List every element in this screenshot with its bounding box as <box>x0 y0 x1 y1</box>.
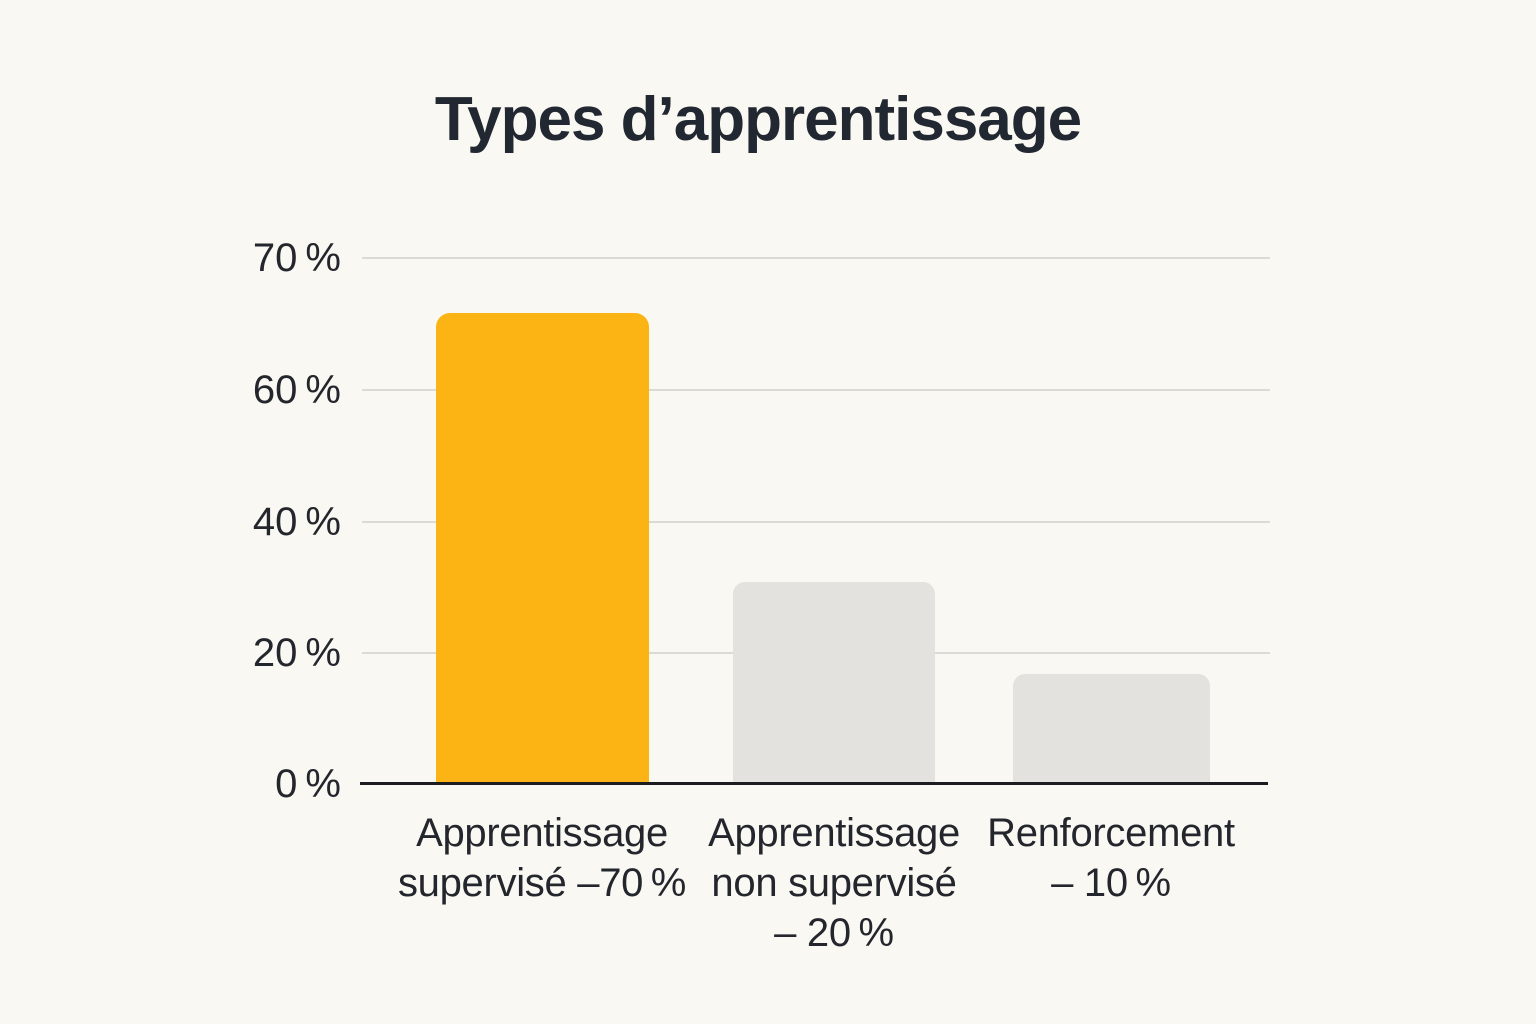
x-label-line: – 20 % <box>774 911 894 955</box>
bar-renforcement <box>1013 674 1210 784</box>
x-label-line: Apprentissage <box>416 811 668 855</box>
x-label-line: non supervisé <box>711 861 957 905</box>
y-tick-label-20: 20 % <box>252 631 341 675</box>
x-label-line: supervisé –70 % <box>397 861 687 905</box>
x-label-line: Renforcement <box>987 811 1235 855</box>
x-label-line: – 10 % <box>1051 861 1171 905</box>
gridline-70 <box>362 257 1270 259</box>
x-axis-label-apprentissage-supervise: Apprentissage supervisé –70 % <box>362 808 722 908</box>
bar-apprentissage-non-supervise <box>733 582 935 784</box>
y-tick-label-60: 60 % <box>252 368 341 412</box>
gridline-40 <box>362 521 1270 523</box>
bar-apprentissage-supervise <box>436 313 649 784</box>
y-tick-label-40: 40 % <box>252 500 341 544</box>
x-axis-baseline <box>360 782 1268 785</box>
chart-title: Types d’apprentissage <box>434 85 1082 154</box>
x-axis-label-apprentissage-non-supervise: Apprentissage non supervisé – 20 % <box>654 808 1014 958</box>
gridline-60 <box>362 389 1270 391</box>
y-tick-label-70: 70 % <box>252 236 341 280</box>
y-tick-label-0: 0 % <box>275 762 341 806</box>
x-label-line: Apprentissage <box>708 811 960 855</box>
x-axis-label-renforcement: Renforcement – 10 % <box>931 808 1291 908</box>
